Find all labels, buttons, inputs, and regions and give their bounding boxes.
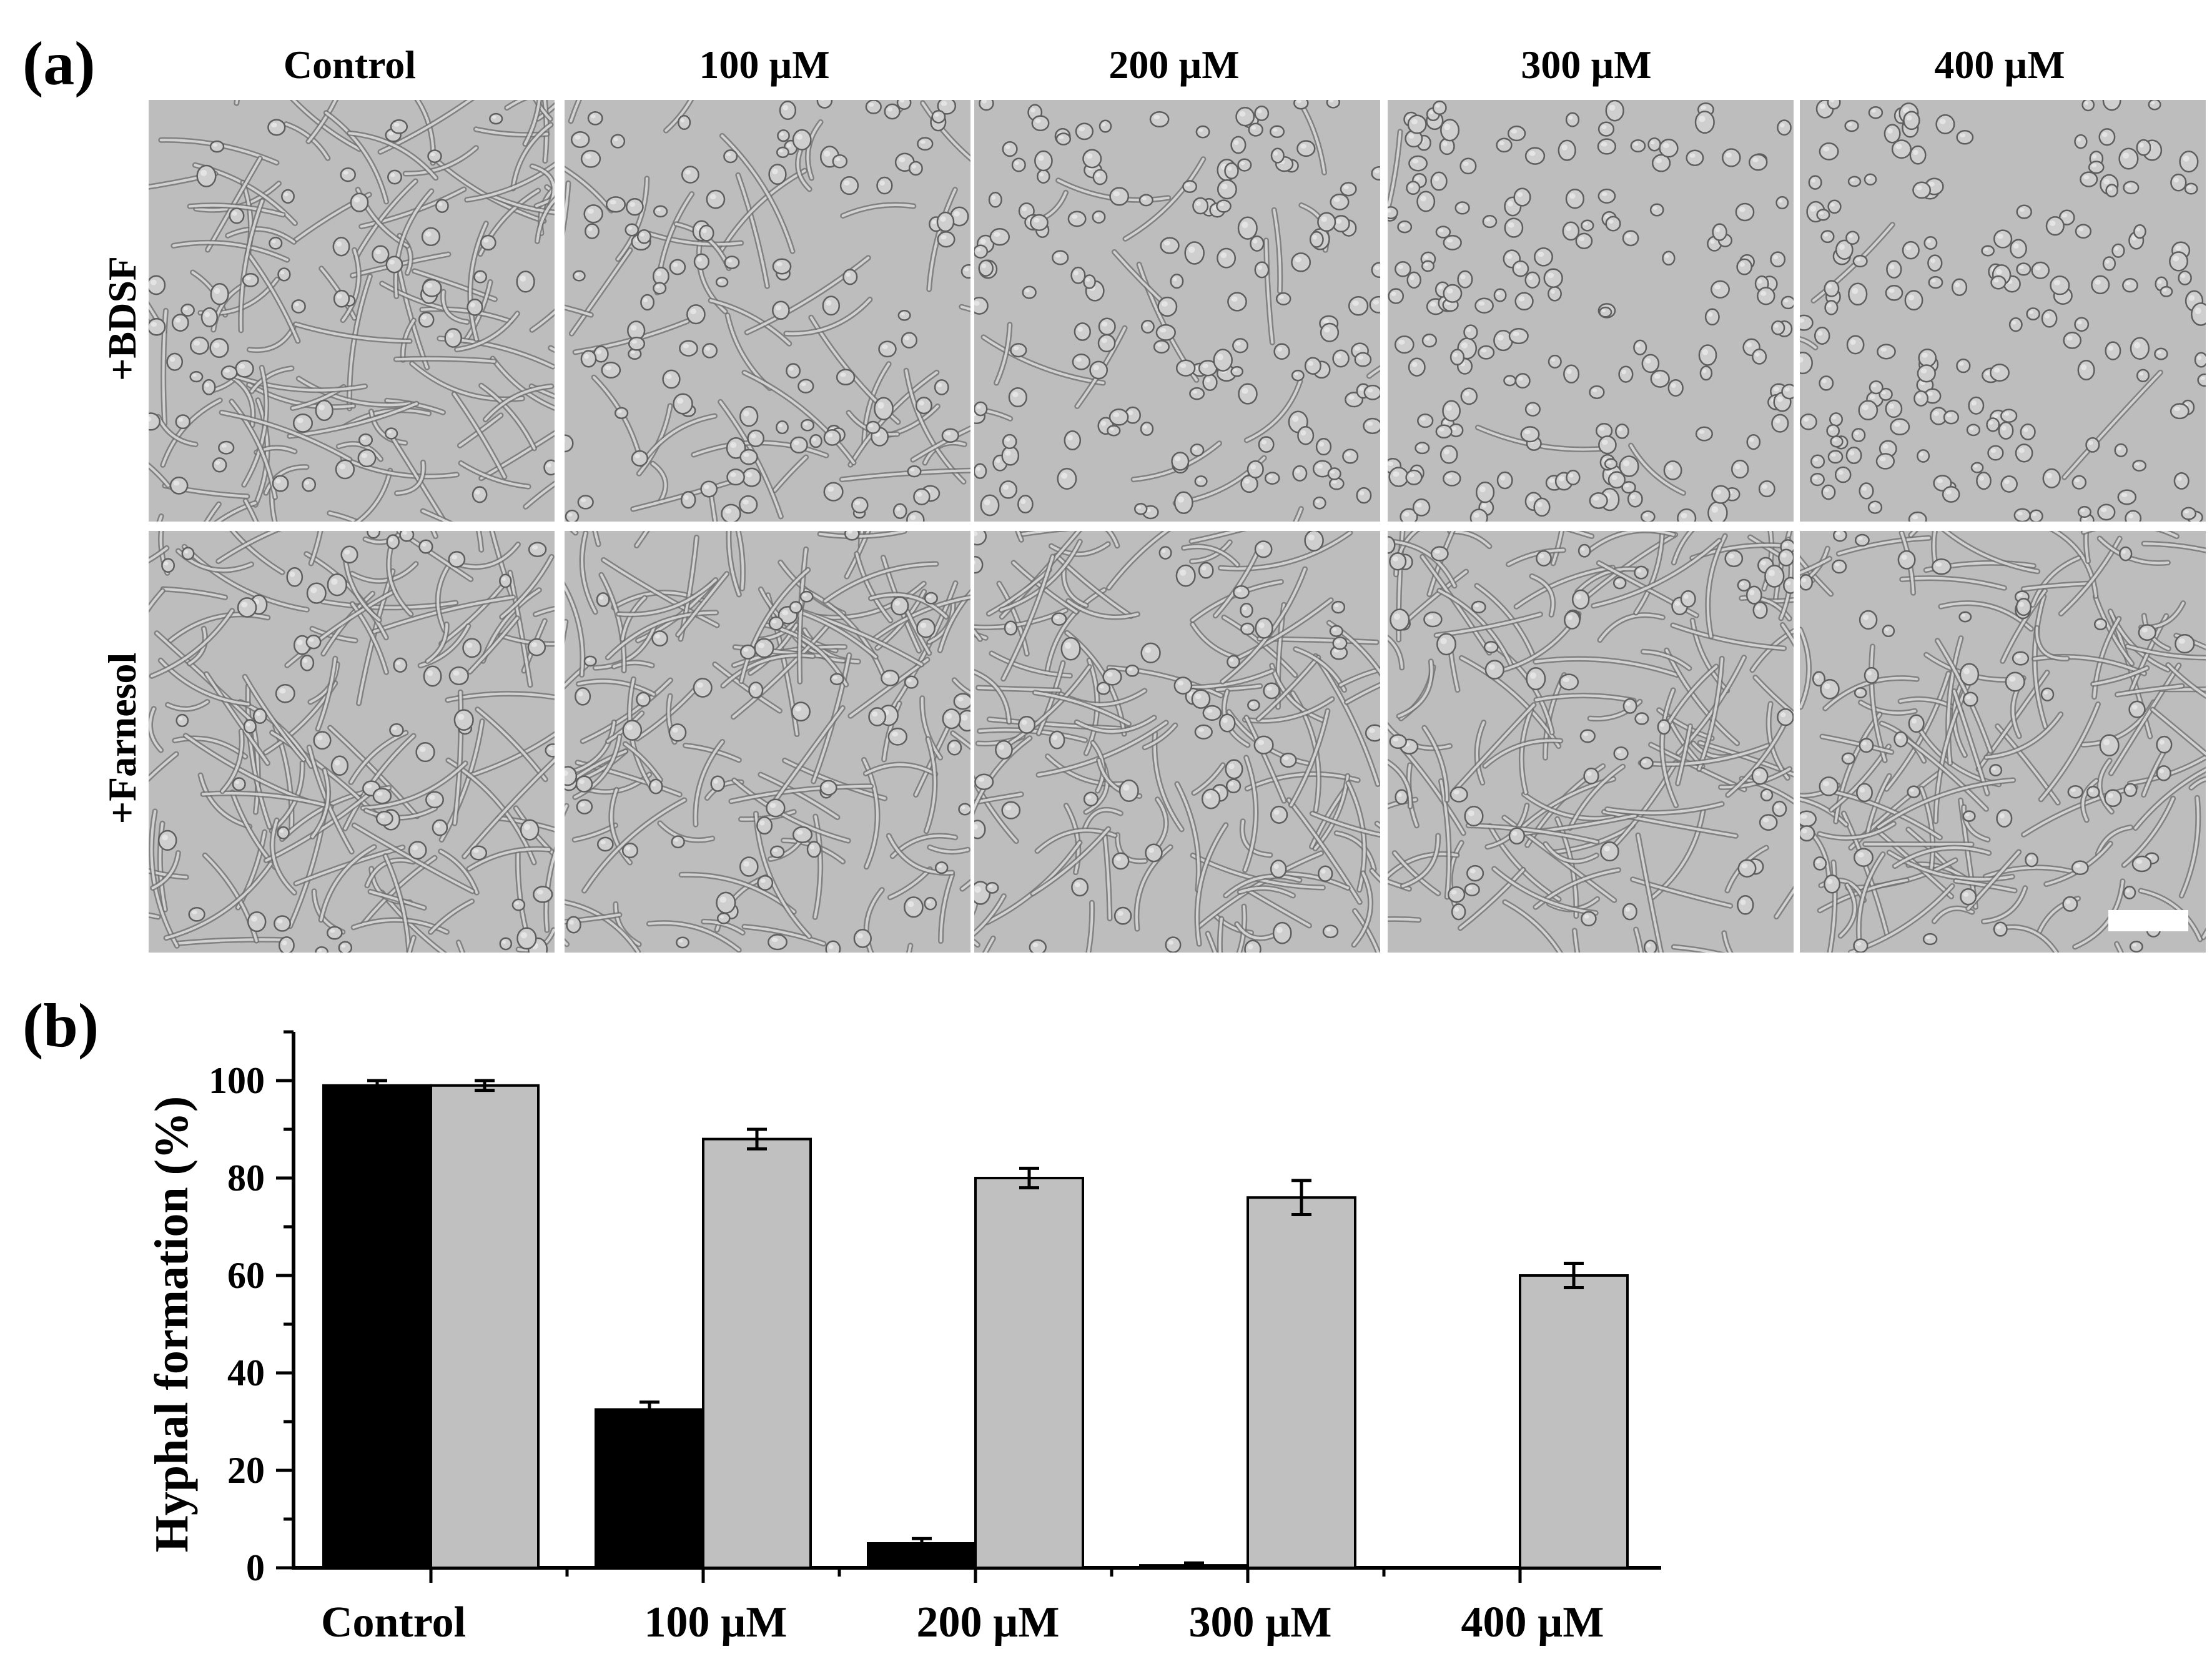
x-tick-label-200um: 200 µM [917, 1598, 1060, 1647]
y-tick-label: 20 [227, 1450, 265, 1491]
bar-series2-100um [702, 1137, 812, 1570]
y-tick-label: 60 [227, 1255, 265, 1296]
y-tick-label: 100 [209, 1060, 265, 1101]
bar-series1-control [322, 1084, 432, 1570]
micrograph-farnesol-400um [1800, 531, 2206, 953]
panel-b-label: (b) [22, 991, 99, 1060]
row-header-bdsf: +BDSF [100, 255, 144, 382]
y-tick-label: 80 [227, 1157, 265, 1199]
bar-series2-control [430, 1084, 540, 1570]
plot-area: 0 20 40 60 80 100 Control 100 µM 200 µM 300 µM 400… [209, 1030, 1661, 1647]
scale-bar [2108, 910, 2188, 931]
panel-a-label: (a) [22, 29, 96, 98]
row-header-farnesol: +Farnesol [100, 652, 144, 825]
x-tick-label-300um: 300 µM [1189, 1598, 1332, 1647]
column-header-400um: 400 µM [1934, 42, 2065, 87]
micrograph-bdsf-100um [565, 100, 970, 522]
micrograph-bdsf-control [149, 100, 555, 522]
bar-series2-400um [1519, 1274, 1629, 1569]
x-tick-label-control: Control [321, 1598, 466, 1647]
column-header-control: Control [283, 42, 417, 87]
micrograph-farnesol-200um [974, 531, 1380, 953]
micrograph-bdsf-200um [974, 100, 1380, 522]
y-tick-label: 0 [246, 1547, 265, 1588]
hyphal-formation-bar-chart: 0 20 40 60 80 100 Control 100 µM 200 µM 300 µM 400… [146, 1030, 1661, 1647]
x-tick-label-100um: 100 µM [644, 1598, 788, 1647]
y-tick-label: 40 [227, 1352, 265, 1394]
bar-series2-200um [974, 1177, 1084, 1569]
micrograph-farnesol-control [149, 531, 555, 953]
bar-series1-100um [595, 1408, 704, 1569]
bar-series2-300um [1247, 1196, 1356, 1569]
column-header-200um: 200 µM [1108, 42, 1240, 87]
micrograph-farnesol-300um [1388, 531, 1794, 953]
column-header-100um: 100 µM [699, 42, 830, 87]
micrograph-bdsf-300um [1388, 100, 1794, 522]
y-axis-label: Hyphal formation (%) [146, 1096, 198, 1552]
column-header-300um: 300 µM [1521, 42, 1652, 87]
micrograph-bdsf-400um [1800, 100, 2206, 522]
x-tick-label-400um: 400 µM [1461, 1598, 1604, 1647]
micrograph-farnesol-100um [565, 531, 970, 953]
